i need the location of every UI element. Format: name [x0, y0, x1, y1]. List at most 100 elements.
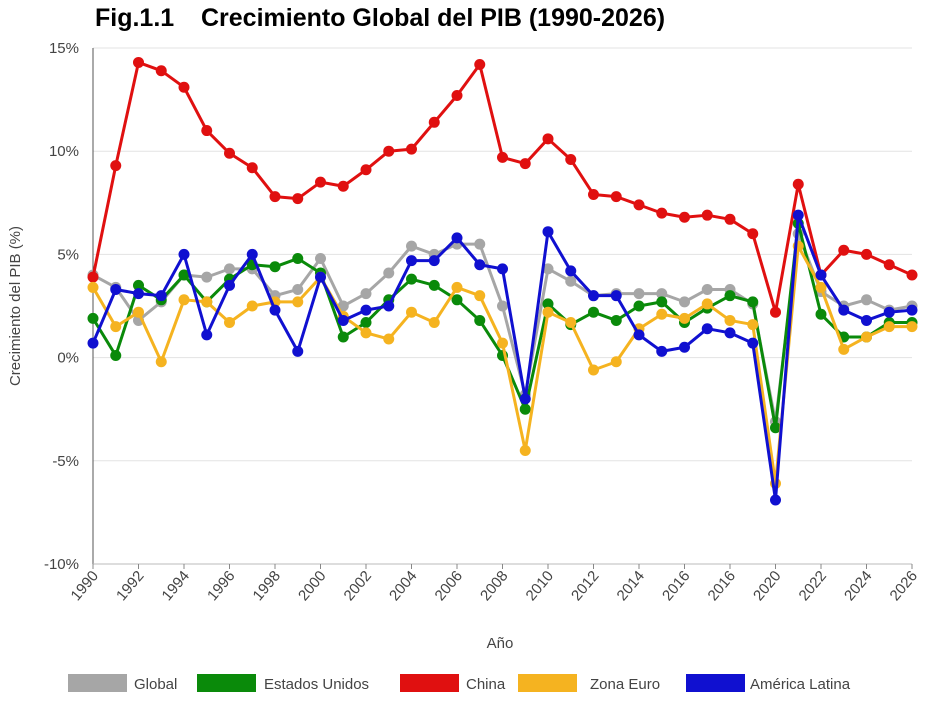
data-point — [155, 290, 167, 302]
data-point — [292, 345, 304, 357]
data-point — [133, 306, 144, 318]
data-point — [747, 319, 759, 331]
data-point — [542, 133, 554, 145]
data-point — [815, 269, 827, 281]
data-point — [633, 300, 645, 312]
data-point — [815, 281, 827, 293]
data-point — [360, 288, 372, 300]
data-point — [133, 279, 144, 291]
data-point — [133, 56, 144, 68]
data-point — [201, 271, 213, 283]
data-point — [542, 226, 554, 238]
data-point — [519, 403, 531, 415]
data-point — [178, 294, 190, 306]
y-axis-label: Crecimiento del PIB (%) — [7, 226, 24, 386]
data-point — [133, 288, 144, 300]
data-point — [565, 317, 577, 329]
data-point — [679, 211, 690, 223]
x-tick-label: 2002 — [341, 568, 375, 604]
data-point — [406, 240, 417, 252]
data-point — [337, 331, 349, 343]
data-point — [724, 213, 736, 225]
data-point — [610, 290, 622, 302]
data-point — [474, 314, 486, 326]
data-point — [155, 65, 167, 77]
x-tick-label: 2000 — [295, 568, 329, 604]
x-tick-label: 2006 — [432, 568, 466, 604]
data-point — [656, 288, 668, 300]
data-point — [656, 207, 668, 219]
data-point — [906, 304, 918, 316]
data-point — [883, 306, 895, 318]
y-tick-label: -10% — [44, 556, 79, 573]
data-point — [724, 314, 736, 326]
data-point — [474, 259, 486, 271]
data-point — [770, 494, 781, 506]
data-point — [906, 321, 918, 333]
data-point — [519, 444, 531, 456]
data-point — [610, 356, 622, 368]
x-tick-label: 2020 — [750, 568, 784, 604]
x-tick-label: 2010 — [523, 568, 557, 604]
data-point — [542, 306, 554, 318]
data-point — [224, 147, 235, 159]
data-point — [451, 281, 463, 293]
data-point — [724, 290, 736, 302]
data-point — [747, 228, 759, 240]
data-point — [747, 296, 759, 308]
x-tick-label: 1992 — [113, 568, 147, 604]
data-point — [770, 306, 781, 318]
data-point — [883, 321, 895, 333]
data-point — [360, 327, 372, 339]
data-point — [883, 259, 895, 271]
x-tick-label: 2026 — [887, 568, 921, 604]
data-point — [269, 191, 281, 203]
data-point — [633, 329, 645, 341]
y-tick-label: 15% — [49, 40, 79, 57]
data-point — [861, 314, 872, 326]
data-point — [451, 294, 463, 306]
y-tick-label: 10% — [49, 143, 79, 160]
data-point — [656, 345, 668, 357]
data-point — [497, 300, 508, 312]
data-point — [110, 160, 122, 172]
legend-swatch — [686, 674, 745, 692]
data-point — [360, 304, 372, 316]
data-point — [838, 304, 850, 316]
x-tick-label: 2012 — [568, 568, 602, 604]
data-point — [383, 145, 395, 157]
figure-label: Fig.1.1 — [95, 4, 174, 32]
data-point — [815, 308, 827, 320]
x-tick-label: 1994 — [159, 568, 193, 604]
data-point — [792, 178, 804, 190]
data-point — [770, 422, 781, 434]
data-point — [588, 364, 599, 376]
data-point — [337, 314, 349, 326]
legend-swatch — [400, 674, 459, 692]
data-point — [87, 271, 99, 283]
data-point — [701, 283, 713, 295]
data-point — [315, 253, 326, 265]
data-point — [838, 343, 850, 355]
x-tick-label: 2004 — [386, 568, 420, 604]
x-tick-label: 2008 — [477, 568, 511, 604]
data-point — [224, 279, 235, 291]
legend-swatch — [197, 674, 256, 692]
data-point — [474, 238, 486, 250]
data-point — [360, 164, 372, 176]
data-point — [861, 294, 872, 306]
x-tick-label: 2016 — [705, 568, 739, 604]
data-point — [565, 275, 577, 287]
legend-label: China — [466, 676, 506, 693]
data-point — [428, 317, 440, 329]
series-line — [91, 244, 912, 486]
legend-label: Global — [134, 676, 177, 693]
data-point — [292, 283, 304, 295]
data-point — [406, 255, 417, 267]
data-point — [269, 304, 281, 316]
data-point — [724, 327, 736, 339]
data-point — [519, 393, 531, 405]
data-point — [679, 296, 690, 308]
data-point — [542, 263, 554, 275]
